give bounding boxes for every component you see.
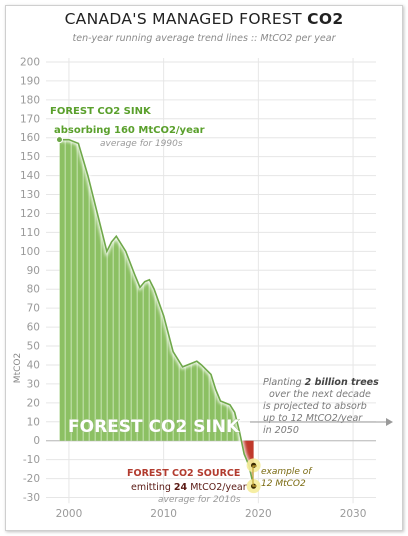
y-tick-label: 60 [27,322,40,334]
title-bold: CO2 [307,10,344,28]
y-axis-ticks: 2001901801701601501401301201101009080706… [20,57,40,505]
y-tick-label: 50 [27,341,40,353]
y-tick-label: 110 [20,227,40,239]
title-main: CANADA'S MANAGED FOREST [64,10,302,28]
trend-line [59,138,255,487]
y-tick-label: -30 [23,492,40,504]
planting-note-line-5: in 2050 [263,425,299,436]
planting-arrow-head [386,418,393,426]
y-tick-label: 90 [27,265,40,277]
source-value-prefix: emitting [131,482,171,493]
x-tick-label: 2030 [340,508,367,520]
planting-prefix: Planting [263,377,302,388]
y-axis-label: MtCO2 [13,353,23,383]
start-point [55,136,63,144]
sink-big-label: FOREST CO2 SINK [68,417,240,437]
example-bracket [252,465,257,487]
y-tick-label: 40 [27,359,40,371]
y-tick-label: 160 [20,132,40,144]
example-line-1: example of [261,467,313,477]
source-average-note: average for 2010s [158,495,241,505]
y-tick-label: 190 [20,75,40,87]
y-tick-label: 0 [33,435,40,447]
sink-value-number: 160 [114,125,135,136]
planting-note-line-3: is projected to absorb [263,401,367,412]
sink-average-note: average for 1990s [100,139,183,149]
y-tick-label: 70 [27,303,40,315]
y-tick-label: 200 [20,57,40,69]
source-value-unit: MtCO2/year [190,482,247,493]
x-tick-label: 2010 [150,508,177,520]
y-tick-label: 30 [27,378,40,390]
y-tick-label: 140 [20,170,40,182]
example-marker [251,462,257,468]
y-tick-label: 170 [20,113,40,125]
grid-lines [46,58,376,504]
x-tick-label: 2020 [245,508,272,520]
source-value-number: 24 [174,482,188,493]
planting-note-line-2: over the next decade [269,389,371,400]
y-tick-label: 80 [27,284,40,296]
sink-value-prefix: absorbing [54,125,111,136]
y-tick-label: 150 [20,151,40,163]
y-tick-label: 120 [20,208,40,220]
planting-note-line-1: Planting 2 billion trees [263,377,379,388]
chart-title: CANADA'S MANAGED FOREST CO2 [0,10,408,28]
y-tick-label: 180 [20,94,40,106]
y-tick-label: 20 [27,397,40,409]
sink-value: absorbing 160 MtCO2/year [54,125,205,136]
y-tick-label: -10 [23,454,40,466]
y-tick-label: -20 [23,473,40,485]
y-tick-label: 130 [20,189,40,201]
x-axis-ticks: 2000 2010 2020 2030 [56,508,367,520]
sink-area [59,139,242,441]
x-tick-label: 2000 [56,508,83,520]
source-header: FOREST CO2 SOURCE [127,468,240,479]
sink-header: FOREST CO2 SINK [50,106,152,117]
data-area [55,136,256,487]
y-tick-label: 100 [20,246,40,258]
y-tick-label: 10 [27,416,40,428]
planting-note-line-4: up to 12 MtCO2/year [263,413,363,424]
planting-bold: 2 billion trees [305,377,379,388]
chart-subtitle: ten-year running average trend lines :: … [72,33,336,44]
example-line-2: 12 MtCO2 [261,479,306,489]
sink-value-unit: MtCO2/year [138,125,204,136]
source-value: emitting 24 MtCO2/year [131,482,247,493]
